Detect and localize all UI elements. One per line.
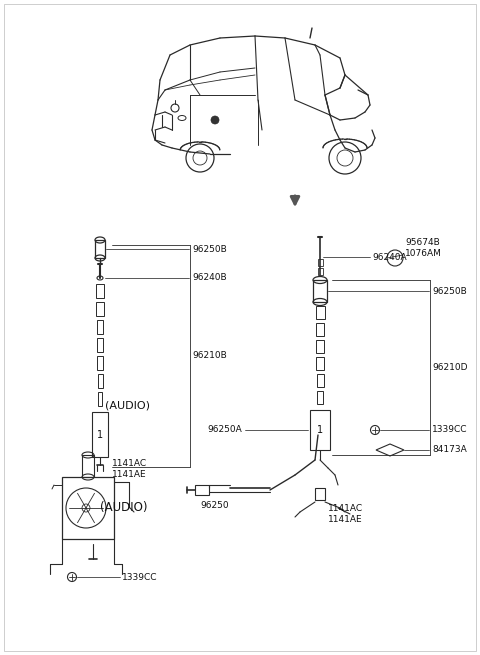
Text: (AUDIO): (AUDIO) bbox=[100, 500, 147, 514]
Bar bbox=[317, 391, 323, 404]
Bar bbox=[97, 338, 103, 352]
Bar bbox=[315, 488, 325, 500]
Text: 1: 1 bbox=[317, 425, 323, 435]
Bar bbox=[96, 302, 104, 316]
Bar bbox=[317, 268, 323, 275]
Bar bbox=[313, 280, 327, 302]
Bar bbox=[315, 306, 324, 319]
Text: 96240A: 96240A bbox=[372, 252, 407, 261]
Bar bbox=[97, 356, 103, 370]
Text: 96250B: 96250B bbox=[192, 244, 227, 253]
Text: 1141AC
1141AE: 1141AC 1141AE bbox=[328, 504, 363, 524]
Bar bbox=[316, 374, 324, 387]
Bar bbox=[316, 323, 324, 336]
Text: 95674B
1076AM: 95674B 1076AM bbox=[405, 238, 442, 258]
Text: 1141AC
1141AE: 1141AC 1141AE bbox=[112, 459, 147, 479]
Bar bbox=[316, 340, 324, 353]
Bar bbox=[92, 412, 108, 457]
Text: 96250B: 96250B bbox=[432, 286, 467, 295]
Text: (AUDIO): (AUDIO) bbox=[105, 400, 150, 410]
Bar bbox=[96, 284, 104, 298]
Bar bbox=[96, 320, 103, 334]
Bar bbox=[310, 410, 330, 450]
Bar bbox=[82, 455, 94, 477]
Text: 1339CC: 1339CC bbox=[432, 426, 468, 434]
Text: 96240B: 96240B bbox=[192, 274, 227, 282]
Bar bbox=[317, 259, 323, 266]
Bar bbox=[98, 392, 102, 406]
Text: 96210B: 96210B bbox=[192, 352, 227, 360]
Bar bbox=[316, 357, 324, 370]
Text: 1: 1 bbox=[97, 430, 103, 440]
Text: 96250A: 96250A bbox=[207, 426, 242, 434]
Text: 96210D: 96210D bbox=[432, 363, 468, 372]
Bar bbox=[195, 485, 209, 495]
Text: 1339CC: 1339CC bbox=[122, 572, 157, 582]
Bar bbox=[95, 240, 105, 258]
Bar bbox=[97, 374, 103, 388]
Text: 84173A: 84173A bbox=[432, 445, 467, 455]
Circle shape bbox=[211, 116, 219, 124]
Text: 96250: 96250 bbox=[201, 500, 229, 510]
Bar bbox=[62, 477, 114, 539]
